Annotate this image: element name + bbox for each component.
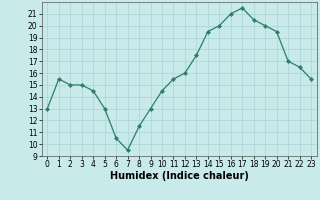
X-axis label: Humidex (Indice chaleur): Humidex (Indice chaleur) bbox=[110, 171, 249, 181]
